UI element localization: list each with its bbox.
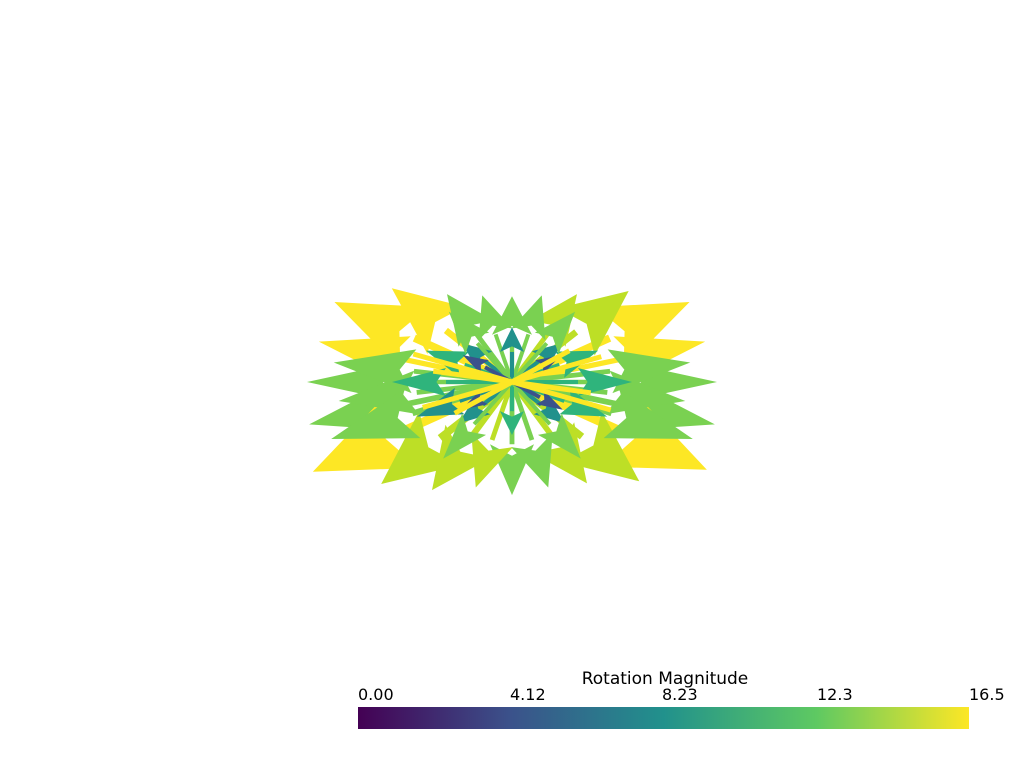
inner-arrow-glyph-3 [500,411,524,436]
center-streak-6 [511,379,592,396]
inner-arrow-glyph-18 [536,390,563,410]
colorbar-tick-label-2: 8.23 [662,685,698,704]
arrow-glyph-20-shaft [510,333,531,383]
inner-arrow-glyph-14-shaft [510,380,552,426]
inner-arrow-glyph-15-shaft [472,380,514,426]
arrow-glyph-21-shaft [493,333,514,383]
center-streak-0 [511,354,602,385]
center-streak-1 [422,379,513,410]
arrow-glyph-group [307,288,717,496]
arrow-glyph-21 [478,295,513,341]
arrow-glyph-22-shaft [509,381,535,441]
colorbar-tick-label-3: 12.3 [817,685,853,704]
arrow-glyph-23-shaft [489,381,515,441]
arrow-glyph-22 [511,432,553,488]
center-streak-5 [453,379,514,416]
inner-arrow-glyph-17 [462,355,489,375]
center-streak-4 [510,348,571,385]
colorbar-tick-label-0: 0.00 [358,685,394,704]
colorbar-tick-label-4: 16.5 [969,685,1005,704]
colorbar-gradient [358,707,969,729]
arrow-glyph-20 [511,295,546,341]
inner-arrow-glyph-13 [448,311,490,355]
center-streak-7 [432,368,513,385]
arrow-glyph-8 [595,302,690,370]
inner-arrow-glyph-12 [534,311,576,355]
colorbar-tick-label-1: 4.12 [510,685,546,704]
inner-arrow-glyph-13-shaft [475,342,514,384]
arrow-glyph-13 [391,288,465,355]
inner-arrow-glyph-15 [443,413,487,459]
arrow-glyph-23 [471,432,513,488]
arrow-glyph-28 [603,388,693,439]
inner-arrow-glyph-14 [537,413,581,459]
arrow-glyph-19 [432,424,491,491]
arrow-glyph-18 [532,422,587,484]
arrow-glyph-29 [331,388,421,439]
inner-arrow-glyph-12-shaft [510,342,549,384]
inner-arrow-glyph-2 [500,327,524,352]
inner-arrow-glyph-1 [392,368,446,396]
colorbar-title: Rotation Magnitude [581,669,749,689]
arrow-glyph-9 [334,302,429,370]
inner-arrow-glyph-0 [578,368,632,396]
arrow-glyph-12 [557,290,629,356]
